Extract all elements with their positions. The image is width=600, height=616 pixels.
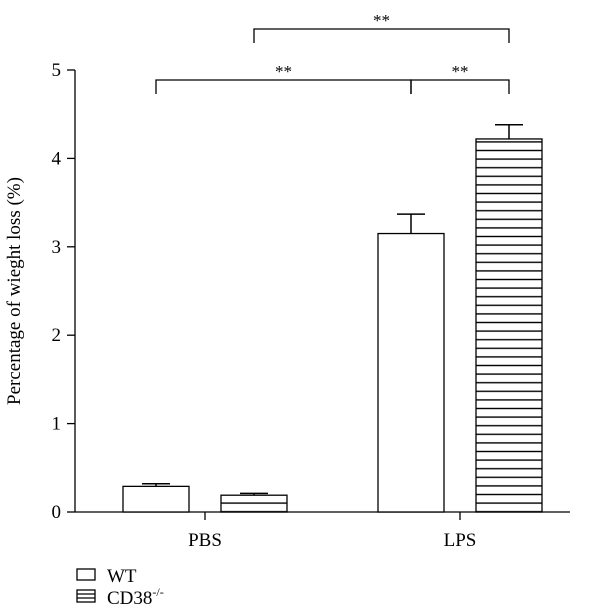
y-tick-label: 4	[52, 148, 62, 169]
legend-item-cd38: CD38-/-	[76, 585, 164, 609]
legend-label-cd38-superscript: -/-	[152, 585, 163, 599]
significance-label: **	[452, 62, 469, 81]
legend: WT CD38-/-	[76, 566, 164, 609]
bar-pbs-wt	[122, 485, 190, 513]
y-tick-label: 5	[52, 60, 62, 81]
significance-label: **	[373, 11, 390, 30]
y-tick-label: 3	[52, 237, 62, 258]
y-axis-label: Percentage of wieght loss (%)	[4, 177, 25, 405]
x-tick-label: PBS	[188, 530, 222, 551]
significance-bracket	[410, 79, 510, 94]
significance-label: **	[275, 62, 292, 81]
legend-swatch-wt	[76, 568, 96, 581]
bar-pbs-cd38	[220, 494, 288, 513]
y-tick-label: 1	[52, 414, 62, 435]
significance-bracket	[253, 28, 510, 43]
x-tick-label: LPS	[444, 530, 477, 551]
significance-bracket	[155, 79, 412, 94]
legend-item-wt: WT	[76, 566, 137, 587]
legend-label-cd38-name: CD38	[107, 588, 152, 609]
y-tick-label: 2	[52, 325, 62, 346]
legend-label-cd38: CD38-/-	[107, 585, 164, 609]
bar-lps-wt	[377, 232, 445, 513]
bar-lps-cd38	[475, 138, 543, 513]
legend-label-wt: WT	[107, 566, 137, 587]
y-tick-label: 0	[52, 502, 62, 523]
legend-swatch-cd38	[76, 589, 96, 603]
